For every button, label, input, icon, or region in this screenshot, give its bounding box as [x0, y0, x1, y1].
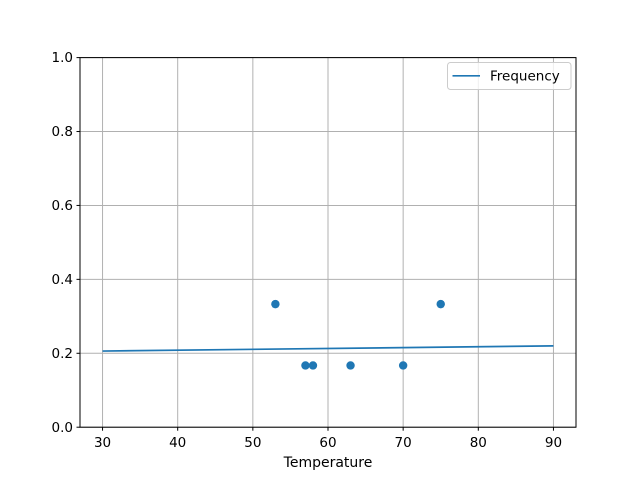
x-tick-label: 70	[395, 435, 412, 451]
scatter-point	[271, 299, 280, 309]
scatter-point	[308, 361, 318, 370]
x-tick-label: 50	[244, 435, 261, 451]
y-tick-label: 1.0	[52, 50, 73, 66]
tick-layer: 30 40 50 60 70 80 90 0.0 0.2 0.4 0.6 0.8 1.0	[52, 50, 563, 451]
legend-label: Frequency	[490, 69, 560, 85]
legend-box	[447, 62, 572, 90]
x-tick-label: 40	[169, 435, 186, 451]
y-tick-label: 0.2	[52, 346, 73, 362]
legend: Frequency	[447, 62, 572, 90]
x-tick-label: 30	[94, 435, 111, 451]
scatter-point	[436, 299, 445, 309]
y-tick-label: 0.6	[52, 198, 73, 214]
scatter-point	[301, 361, 310, 370]
x-tick-label: 90	[545, 435, 562, 451]
x-tick-label: 80	[470, 435, 487, 451]
x-tick-label: 60	[319, 435, 336, 451]
scatter-point	[346, 361, 355, 370]
y-tick-label: 0.8	[52, 124, 73, 140]
data-layer	[102, 299, 554, 370]
grid-layer	[80, 57, 576, 428]
y-tick-label: 0.0	[52, 420, 73, 436]
scatter-point	[398, 361, 408, 370]
y-tick-label: 0.4	[52, 272, 73, 288]
x-axis-label: Temperature	[283, 455, 373, 471]
line-series-frequency	[102, 345, 554, 352]
